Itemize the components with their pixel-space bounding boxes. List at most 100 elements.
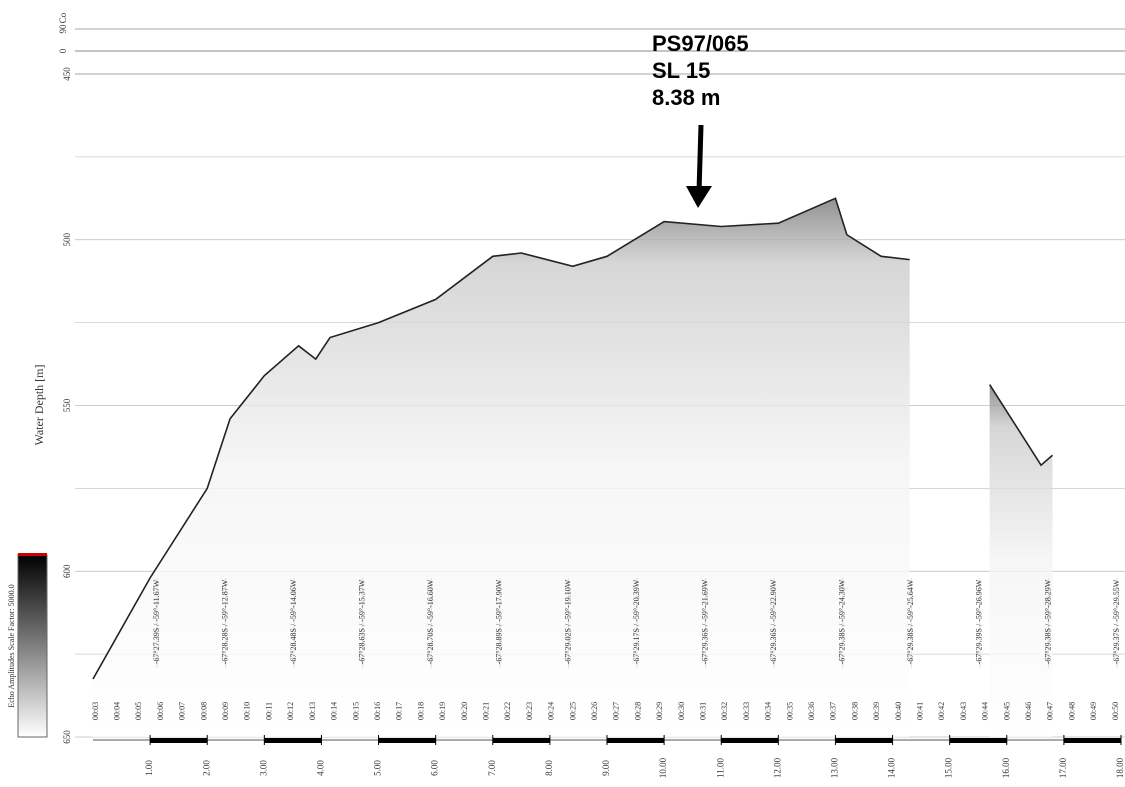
time-label: 00:25 [568, 702, 577, 720]
x-tick-label: 10.00 [658, 757, 668, 778]
x-tick-label: 15.00 [944, 757, 954, 778]
time-label: 00:30 [677, 702, 686, 720]
x-tick-label: 2.00 [201, 760, 211, 776]
time-label: 00:14 [330, 702, 339, 720]
time-label: 00:21 [481, 702, 490, 720]
position-label: -67°28.70S / -59°-16.60W [426, 579, 435, 664]
time-label: 00:23 [525, 702, 534, 720]
colorbar-label: Echo Amplitudes Scale Factor: 5000.0 [7, 584, 16, 707]
colorbar [17, 554, 48, 738]
time-label: 00:45 [1002, 702, 1011, 720]
time-label: 00:41 [916, 702, 925, 720]
time-label: 00:11 [264, 702, 273, 720]
echo-fill [989, 384, 1053, 737]
x-tick-label: 11.00 [715, 758, 725, 778]
time-label: 00:27 [612, 702, 621, 720]
x-tick-label: 9.00 [601, 760, 611, 776]
time-label: 00:47 [1046, 702, 1055, 720]
x-tick-label: 13.00 [830, 757, 840, 778]
position-label: -67°27.39S / -59°-11.67W [152, 579, 161, 664]
x-tick-label: 12.00 [772, 757, 782, 778]
position-label: -67°29.36S / -59°-21.69W [700, 579, 709, 664]
x-tick-label: 17.00 [1058, 757, 1068, 778]
position-label: -67°29.02S / -59°-19.10W [563, 579, 572, 664]
top-tick: 0 [58, 48, 68, 53]
time-label: 00:48 [1067, 702, 1076, 720]
position-label: -67°29.38S / -59°-24.30W [838, 579, 847, 664]
time-label: 00:19 [438, 702, 447, 720]
annotation-text: 8.38 m [652, 85, 721, 110]
scale-segment [378, 738, 436, 743]
time-label: 00:42 [937, 702, 946, 720]
arrow-head [686, 186, 712, 208]
position-label: -67°28.63S / -59°-15.37W [358, 579, 367, 664]
time-label: 00:10 [243, 702, 252, 720]
arrow-shaft [696, 124, 704, 193]
time-label: 00:17 [395, 702, 404, 720]
time-label: 00:09 [221, 702, 230, 720]
x-tick-label: 3.00 [258, 760, 268, 776]
position-label: -67°28.48S / -59°-14.06W [289, 579, 298, 664]
time-label: 00:43 [959, 702, 968, 720]
time-label: 00:49 [1089, 702, 1098, 720]
time-label: 00:26 [590, 702, 599, 720]
annotation-text: SL 15 [652, 58, 710, 83]
colorbar-top [18, 553, 47, 556]
position-label: -67°29.37S / -59°-29.55W [1112, 579, 1121, 664]
x-tick-label: 18.00 [1115, 757, 1125, 778]
x-tick-label: 16.00 [1001, 757, 1011, 778]
scale-segment [264, 738, 322, 743]
time-label: 00:44 [981, 702, 990, 720]
y-axis-label: Water Depth [m] [32, 364, 46, 445]
time-label: 00:20 [460, 702, 469, 720]
time-label: 00:08 [199, 702, 208, 720]
y-tick-label: 500 [62, 233, 72, 247]
top-label: Co [58, 12, 68, 23]
time-label: 00:39 [872, 702, 881, 720]
time-label: 00:15 [351, 702, 360, 720]
time-label: 00:50 [1111, 702, 1120, 720]
position-label: -67°29.38S / -59°-25.64W [906, 579, 915, 664]
seafloor-line [92, 197, 910, 680]
time-label: 00:29 [655, 702, 664, 720]
x-tick-label: 1.00 [144, 760, 154, 776]
y-tick-label: 600 [62, 564, 72, 578]
annotation: PS97/065 SL 15 8.38 m [652, 31, 749, 208]
time-label: 00:46 [1024, 702, 1033, 720]
x-tick-label: 6.00 [430, 760, 440, 776]
time-label: 00:13 [308, 702, 317, 720]
position-label: -67°29.17S / -59°-20.39W [632, 579, 641, 664]
position-label: -67°28.89S / -59°-17.90W [495, 579, 504, 664]
time-label: 00:32 [720, 702, 729, 720]
scale-segment [150, 738, 208, 743]
x-tick-label: 8.00 [544, 760, 554, 776]
top-panel: Co 90 0 [58, 12, 1125, 53]
time-label: 00:33 [742, 702, 751, 720]
time-label: 00:35 [785, 702, 794, 720]
y-tick-label: 550 [62, 398, 72, 412]
time-label: 00:05 [134, 702, 143, 720]
position-label: -67°29.38S / -59°-28.29W [1043, 579, 1052, 664]
x-tick-label: 5.00 [373, 760, 383, 776]
time-label: 00:31 [698, 702, 707, 720]
y-tick-label: 650 [62, 730, 72, 744]
top-tick: 90 [58, 24, 68, 34]
time-label: 00:18 [416, 702, 425, 720]
time-label: 00:22 [503, 702, 512, 720]
seafloor-line [988, 384, 1053, 467]
x-tick-label: 4.00 [316, 760, 326, 776]
time-label: 00:38 [850, 702, 859, 720]
scale-segment [492, 738, 550, 743]
x-tick-label: 7.00 [487, 760, 497, 776]
annotation-text: PS97/065 [652, 31, 749, 56]
time-label: 00:16 [373, 702, 382, 720]
position-label: -67°28.28S / -59°-12.87W [220, 579, 229, 664]
scale-segment [1063, 738, 1121, 743]
x-tick-label: 14.00 [887, 757, 897, 778]
time-label: 00:07 [178, 702, 187, 720]
time-label: 00:04 [113, 702, 122, 720]
position-label: -67°29.39S / -59°-26.96W [975, 579, 984, 664]
scale-segment [721, 738, 779, 743]
time-label: 00:34 [764, 702, 773, 720]
